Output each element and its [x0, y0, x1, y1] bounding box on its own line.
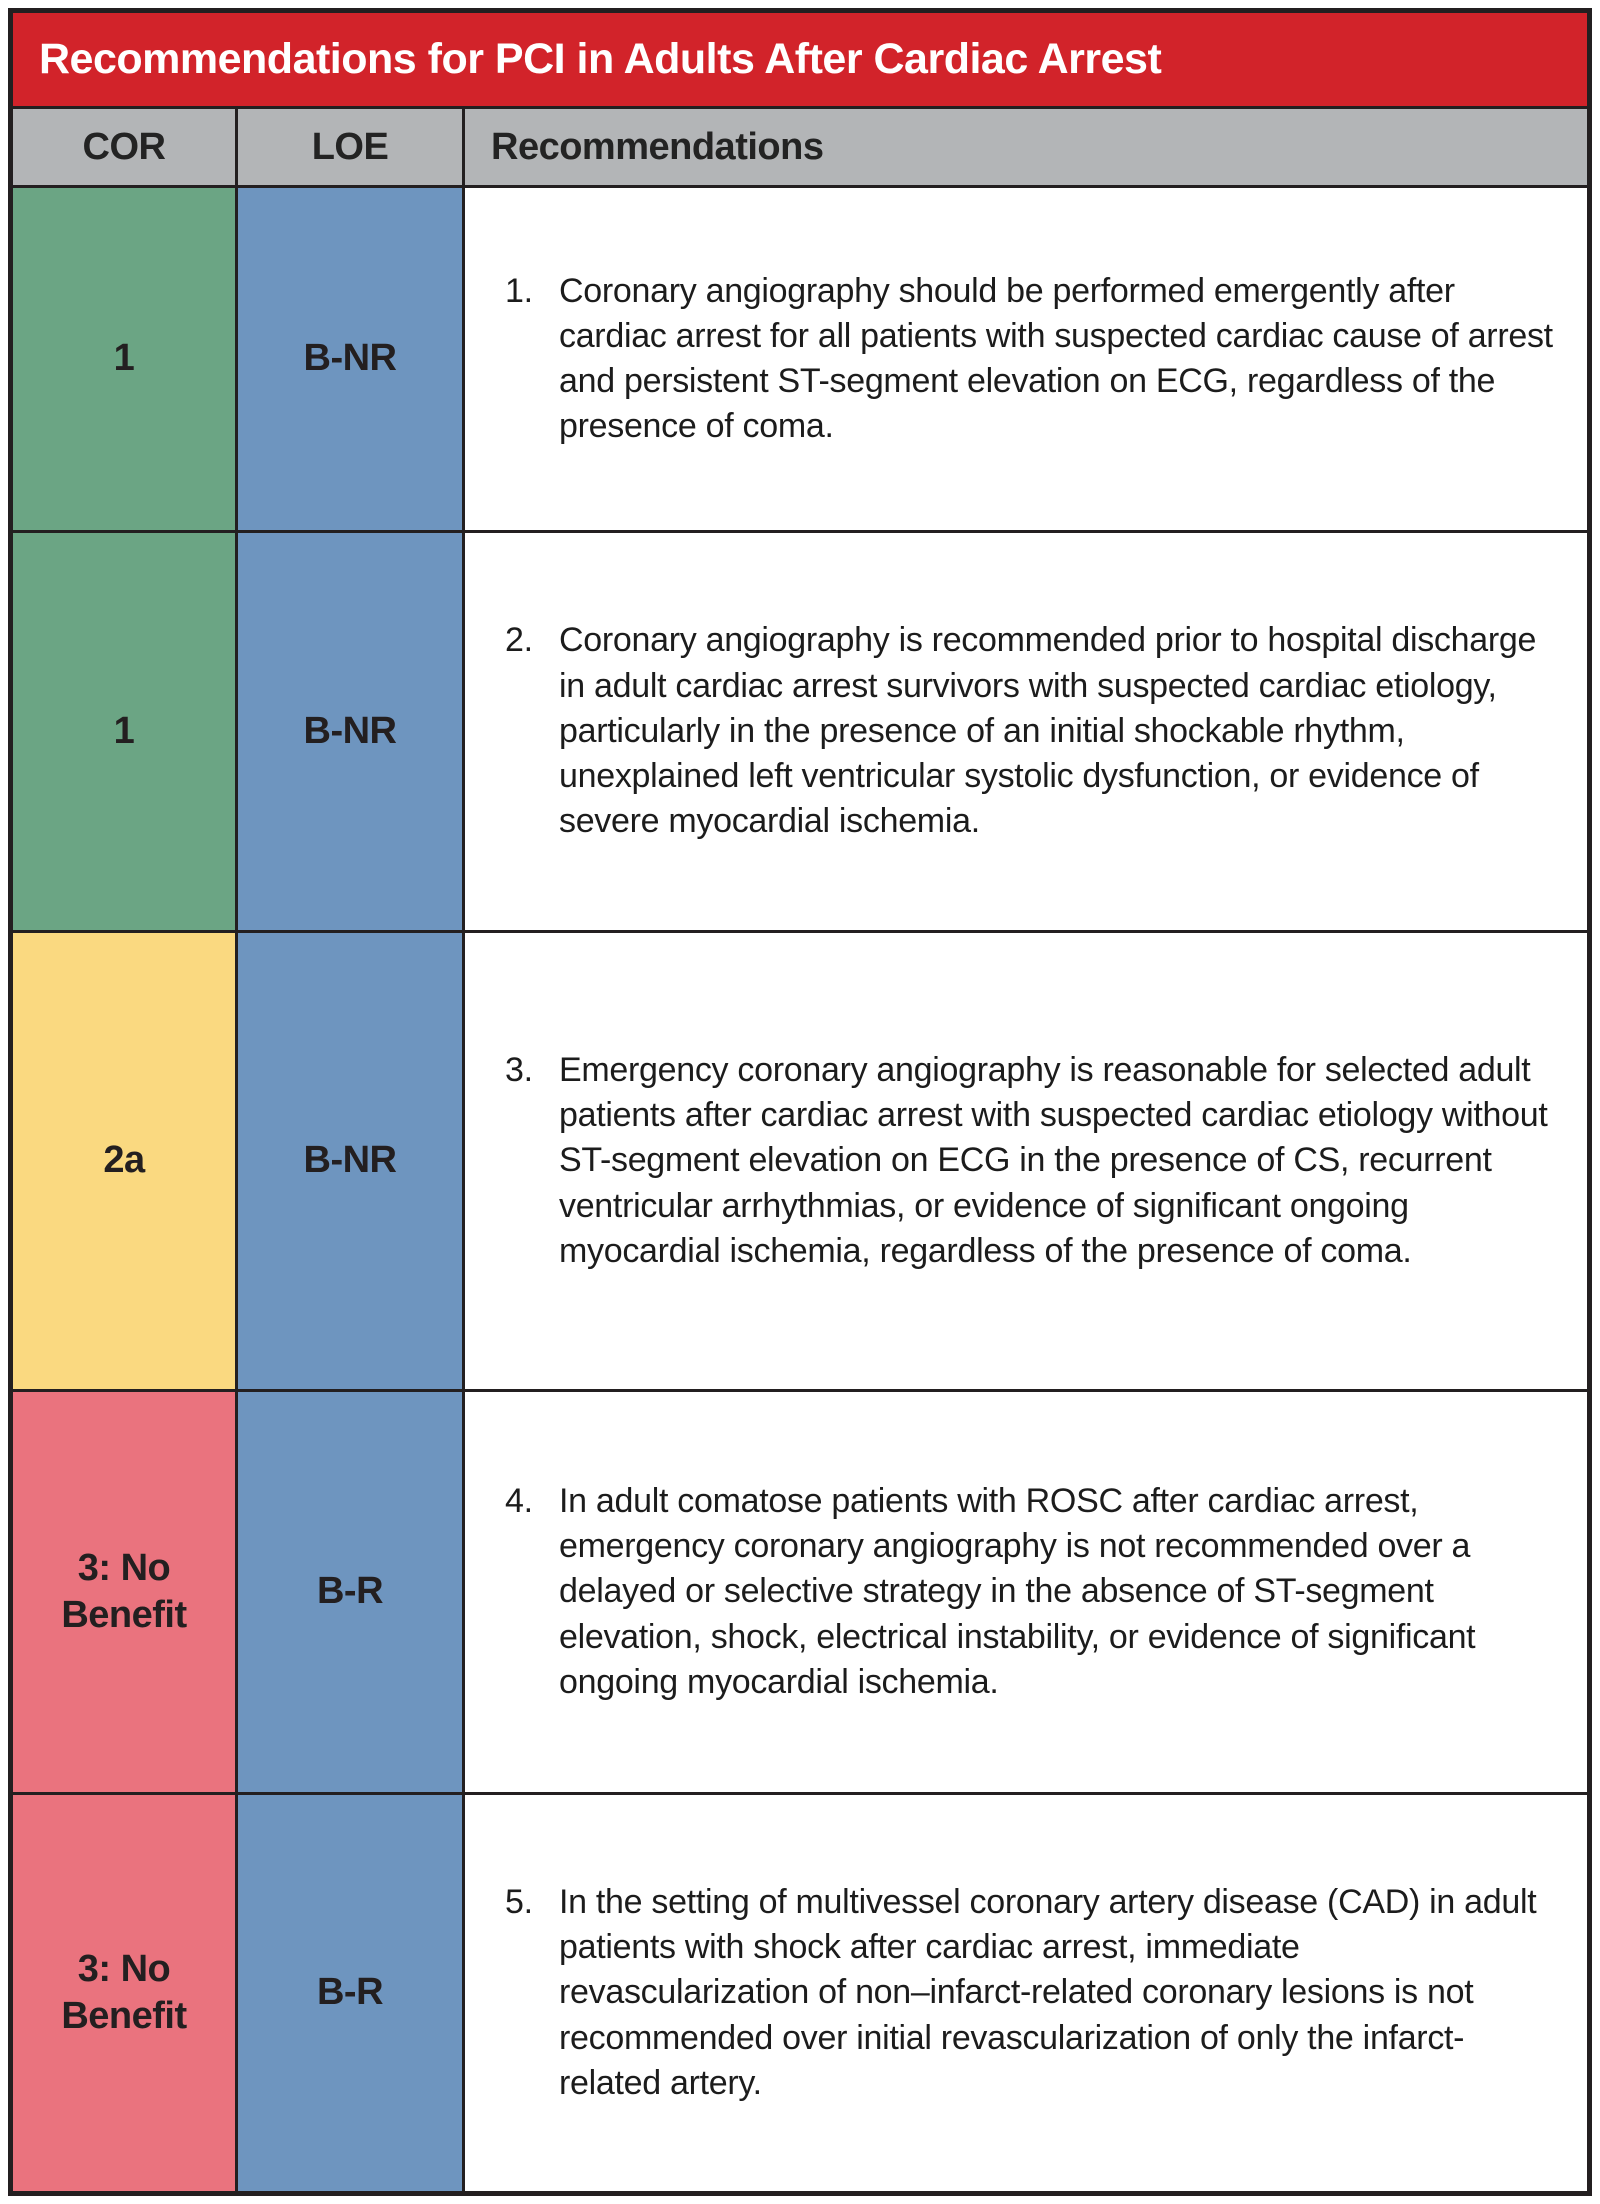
recommendation-cell-row2: 2. Coronary angiography is recommended p… — [465, 533, 1587, 930]
cor-cell-row1: 1 — [13, 188, 235, 530]
recommendation-body-row2: Coronary angiography is recommended prio… — [559, 621, 1537, 841]
recommendation-cell-row3: 3. Emergency coronary angiography is rea… — [465, 933, 1587, 1389]
recommendation-text-row1: 1. Coronary angiography should be perfor… — [465, 245, 1587, 474]
recommendation-body-row5: In the setting of multivessel coronary a… — [559, 1882, 1537, 2102]
recommendation-cell-row1: 1. Coronary angiography should be perfor… — [465, 188, 1587, 530]
recommendation-text-row2: 2. Coronary angiography is recommended p… — [465, 594, 1587, 868]
recommendation-text-row4: 4. In adult comatose patients with ROSC … — [465, 1455, 1587, 1729]
loe-cell-row1: B-NR — [238, 188, 462, 530]
recommendation-number-row3: 3. — [505, 1050, 533, 1089]
cor-cell-row2: 1 — [13, 533, 235, 930]
recommendation-text-row5: 5. In the setting of multivessel coronar… — [465, 1856, 1587, 2130]
recommendation-cell-row4: 4. In adult comatose patients with ROSC … — [465, 1392, 1587, 1792]
table-title: Recommendations for PCI in Adults After … — [39, 35, 1162, 83]
cor-cell-row3: 2a — [13, 933, 235, 1389]
column-header-loe: LOE — [238, 109, 462, 185]
recommendation-number-row2: 2. — [505, 621, 533, 660]
recommendation-number-row5: 5. — [505, 1882, 533, 1921]
table-title-bar: Recommendations for PCI in Adults After … — [13, 13, 1587, 109]
column-header-cor: COR — [13, 109, 235, 185]
cor-cell-row5: 3: No Benefit — [13, 1795, 235, 2191]
recommendation-cell-row5: 5. In the setting of multivessel coronar… — [465, 1795, 1587, 2191]
recommendation-number-row1: 1. — [505, 271, 533, 310]
table-grid: COR LOE Recommendations 1 B-NR 1. Corona… — [13, 109, 1587, 2191]
recommendation-body-row1: Coronary angiography should be performed… — [559, 271, 1553, 446]
recommendations-table: Recommendations for PCI in Adults After … — [8, 8, 1592, 2196]
loe-cell-row5: B-R — [238, 1795, 462, 2191]
loe-cell-row4: B-R — [238, 1392, 462, 1792]
recommendation-body-row3: Emergency coronary angiography is reason… — [559, 1050, 1548, 1270]
loe-cell-row2: B-NR — [238, 533, 462, 930]
cor-cell-row4: 3: No Benefit — [13, 1392, 235, 1792]
recommendation-text-row3: 3. Emergency coronary angiography is rea… — [465, 1024, 1587, 1298]
column-header-recommendations: Recommendations — [465, 109, 1587, 185]
loe-cell-row3: B-NR — [238, 933, 462, 1389]
recommendation-body-row4: In adult comatose patients with ROSC aft… — [559, 1481, 1476, 1701]
recommendation-number-row4: 4. — [505, 1481, 533, 1520]
